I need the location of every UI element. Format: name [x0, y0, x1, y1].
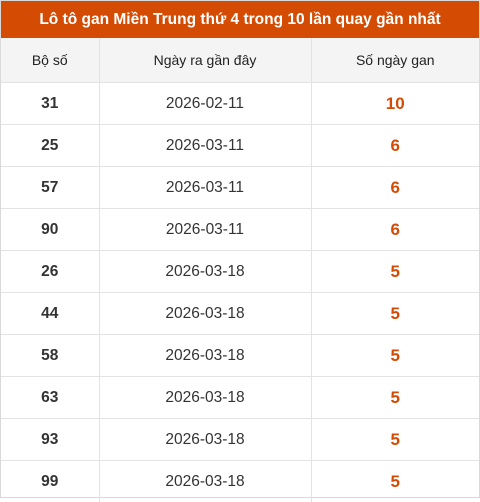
row-date: 2026-03-11 — [99, 125, 311, 167]
row-date: 2026-03-18 — [99, 293, 311, 335]
header-gan-days: Số ngày gan — [311, 38, 479, 83]
table-title: Lô tô gan Miền Trung thứ 4 trong 10 lần … — [1, 1, 479, 38]
table-row: 26 2026-03-18 5 — [1, 251, 479, 293]
row-gan-days: 10 — [311, 83, 479, 125]
row-date: 2026-03-18 — [99, 377, 311, 419]
table-row: 44 2026-03-18 5 — [1, 293, 479, 335]
gan-table: Bộ số Ngày ra gần đây Số ngày gan 31 202… — [1, 38, 479, 502]
header-row: Bộ số Ngày ra gần đây Số ngày gan — [1, 38, 479, 83]
row-gan-days: 5 — [311, 293, 479, 335]
row-number: 31 — [1, 83, 99, 125]
row-number: 26 — [1, 251, 99, 293]
row-gan-days: 5 — [311, 335, 479, 377]
table-row: 25 2026-03-11 6 — [1, 125, 479, 167]
row-gan-days: 6 — [311, 209, 479, 251]
row-gan-days: 5 — [311, 377, 479, 419]
table-row: 63 2026-03-18 5 — [1, 377, 479, 419]
row-gan-days: 6 — [311, 167, 479, 209]
row-number: 99 — [1, 461, 99, 502]
row-number: 93 — [1, 419, 99, 461]
row-date: 2026-03-18 — [99, 461, 311, 502]
table-row: 99 2026-03-18 5 — [1, 461, 479, 502]
table-row: 31 2026-02-11 10 — [1, 83, 479, 125]
row-number: 44 — [1, 293, 99, 335]
row-gan-days: 5 — [311, 461, 479, 502]
row-date: 2026-02-11 — [99, 83, 311, 125]
row-date: 2026-03-18 — [99, 335, 311, 377]
row-gan-days: 5 — [311, 251, 479, 293]
table-row: 57 2026-03-11 6 — [1, 167, 479, 209]
row-date: 2026-03-11 — [99, 167, 311, 209]
row-number: 25 — [1, 125, 99, 167]
table-row: 90 2026-03-11 6 — [1, 209, 479, 251]
table-row: 58 2026-03-18 5 — [1, 335, 479, 377]
row-gan-days: 6 — [311, 125, 479, 167]
row-number: 63 — [1, 377, 99, 419]
row-number: 58 — [1, 335, 99, 377]
row-date: 2026-03-18 — [99, 419, 311, 461]
row-number: 90 — [1, 209, 99, 251]
row-date: 2026-03-18 — [99, 251, 311, 293]
row-gan-days: 5 — [311, 419, 479, 461]
row-number: 57 — [1, 167, 99, 209]
row-date: 2026-03-11 — [99, 209, 311, 251]
header-last-date: Ngày ra gần đây — [99, 38, 311, 83]
table-row: 93 2026-03-18 5 — [1, 419, 479, 461]
header-number: Bộ số — [1, 38, 99, 83]
